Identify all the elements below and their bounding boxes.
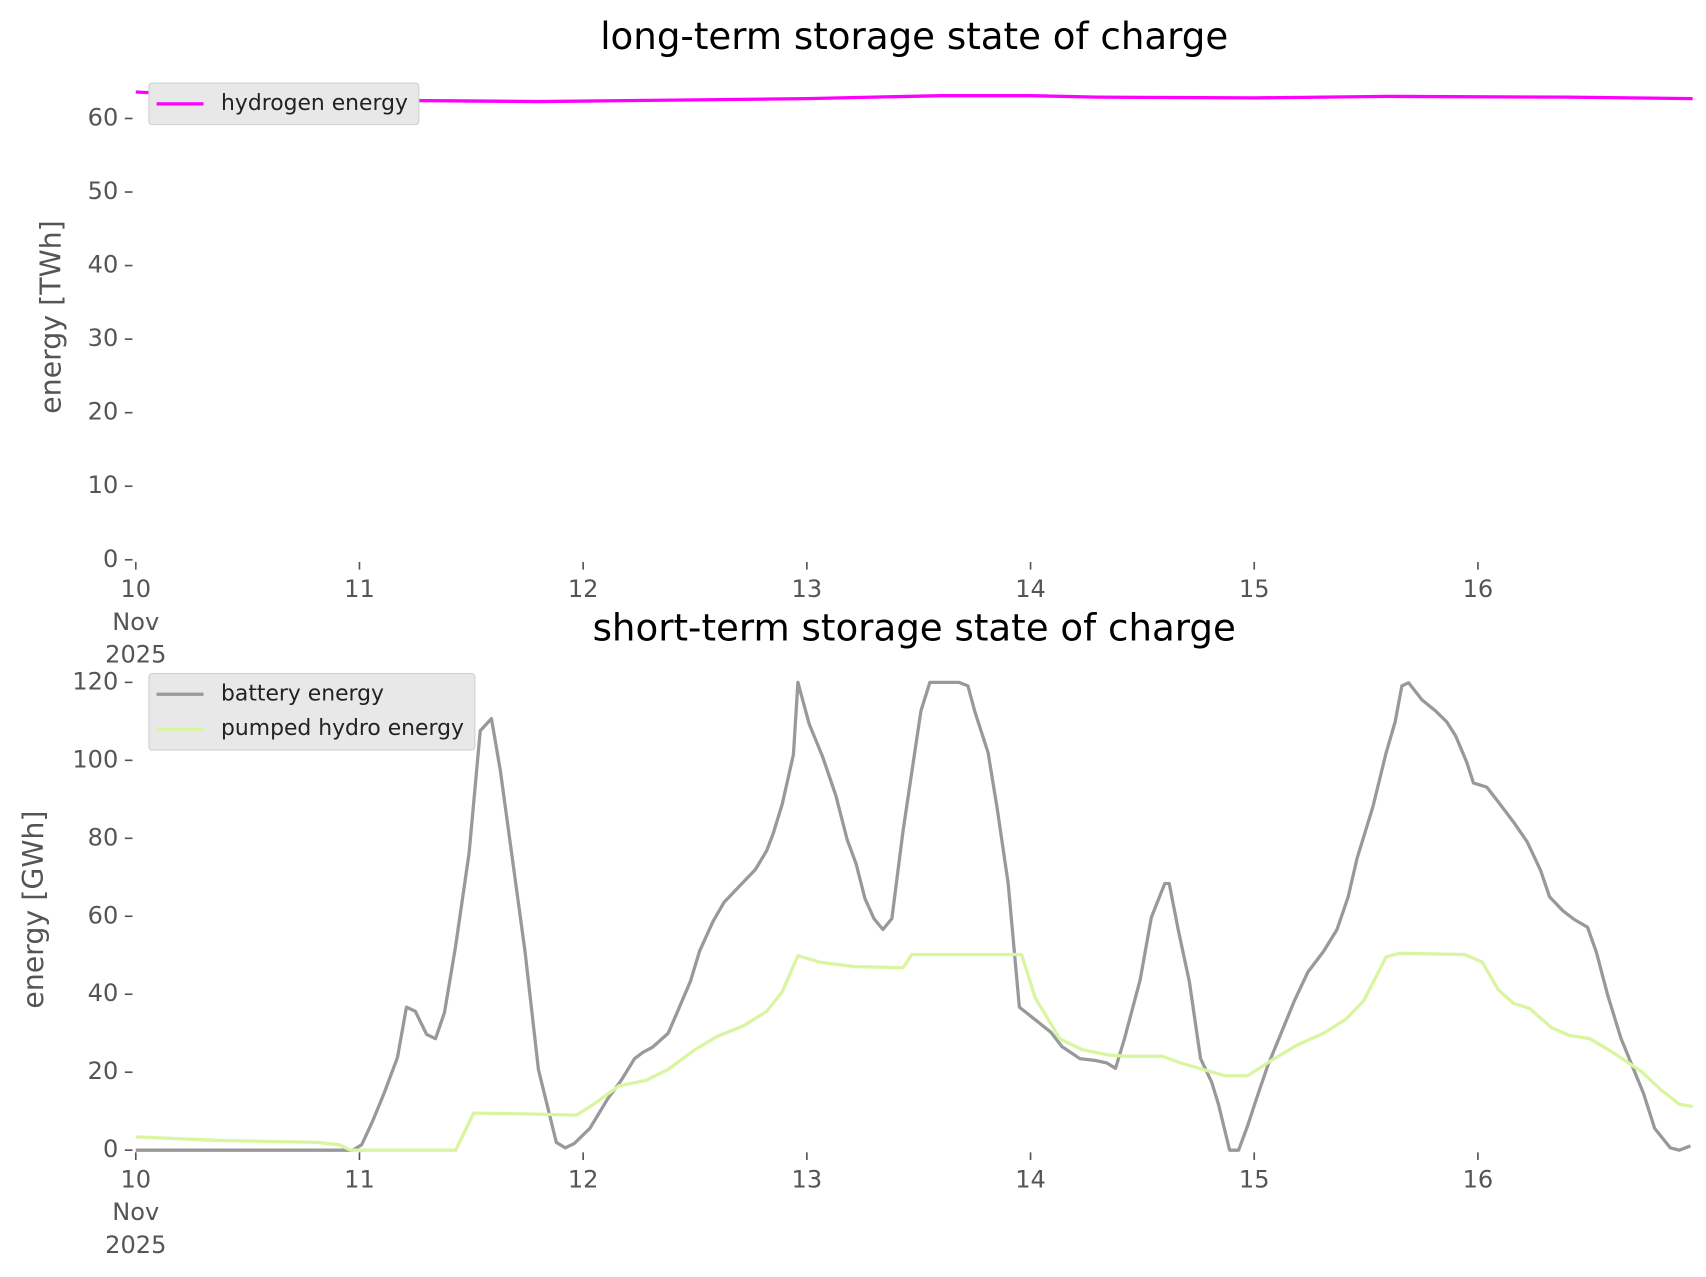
series-line (135, 680, 1692, 1152)
y-tick-label: 40 (88, 979, 119, 1007)
x-tick-label: 11 (344, 1166, 375, 1194)
x-tick-label: 10 Nov 2025 (105, 1166, 167, 1260)
y-tick-label: 60 (88, 901, 119, 929)
x-tick-label: 14 (1015, 576, 1046, 604)
x-tick-label-box: 15 (1238, 1166, 1270, 1194)
y-axis-label: energy [TWh] (35, 220, 68, 414)
legend-box (148, 82, 420, 126)
y-tick-label: 50 (88, 177, 119, 205)
x-tick-label: 15 (1238, 576, 1270, 604)
x-tick-label-box: 13 (791, 1166, 823, 1194)
x-tick-label-box: 16 (1462, 576, 1494, 604)
x-tick-label-box: 16 (1462, 1166, 1494, 1194)
x-tick-label: 12 (567, 1166, 599, 1194)
y-tick-label: 20 (88, 1057, 119, 1085)
x-tick-label: 14 (1015, 1166, 1046, 1194)
y-tick-label: 0 (103, 1135, 118, 1163)
x-tick-label: 13 (791, 576, 823, 604)
legend-box (148, 672, 476, 751)
x-tick-label: 16 (1462, 576, 1494, 604)
y-axis-label: energy [GWh] (17, 811, 50, 1009)
x-tick-label-box: 11 (344, 576, 375, 604)
y-tick-label: 20 (88, 398, 119, 426)
x-tick-label-box: 14 (1015, 1166, 1046, 1194)
x-tick-label: 15 (1238, 1166, 1270, 1194)
legend-label: hydrogen energy (221, 91, 408, 116)
y-tick-label: 120 (72, 667, 118, 695)
y-tick-label: 40 (88, 251, 119, 279)
chart-title: short-term storage state of charge (593, 605, 1236, 649)
y-tick-label: 30 (88, 324, 119, 352)
y-tick-label: 10 (88, 471, 119, 499)
x-tick-label-box: 12 (567, 576, 599, 604)
y-tick-label: 80 (88, 823, 119, 851)
x-tick-label-box: 15 (1238, 576, 1270, 604)
y-tick-label: 0 (103, 545, 118, 573)
legend-label: battery energy (221, 681, 384, 706)
x-tick-label-box: 11 (344, 1166, 375, 1194)
x-tick-label-box: 12 (567, 1166, 599, 1194)
y-tick-label: 60 (88, 103, 119, 131)
x-tick-label-box: 14 (1015, 576, 1046, 604)
x-tick-label-box: 10 Nov 2025 (105, 576, 167, 670)
y-tick-label: 100 (72, 745, 118, 773)
x-tick-label: 11 (344, 576, 375, 604)
chart-title: long-term storage state of charge (600, 14, 1228, 58)
x-tick-label-box: 10 Nov 2025 (105, 1166, 167, 1260)
x-tick-label-box: 13 (791, 576, 823, 604)
x-tick-label: 10 Nov 2025 (105, 576, 167, 670)
x-tick-label: 13 (791, 1166, 823, 1194)
x-tick-label: 12 (567, 576, 599, 604)
legend-label: pumped hydro energy (221, 716, 464, 741)
x-tick-label: 16 (1462, 1166, 1494, 1194)
series-line (135, 951, 1693, 1152)
